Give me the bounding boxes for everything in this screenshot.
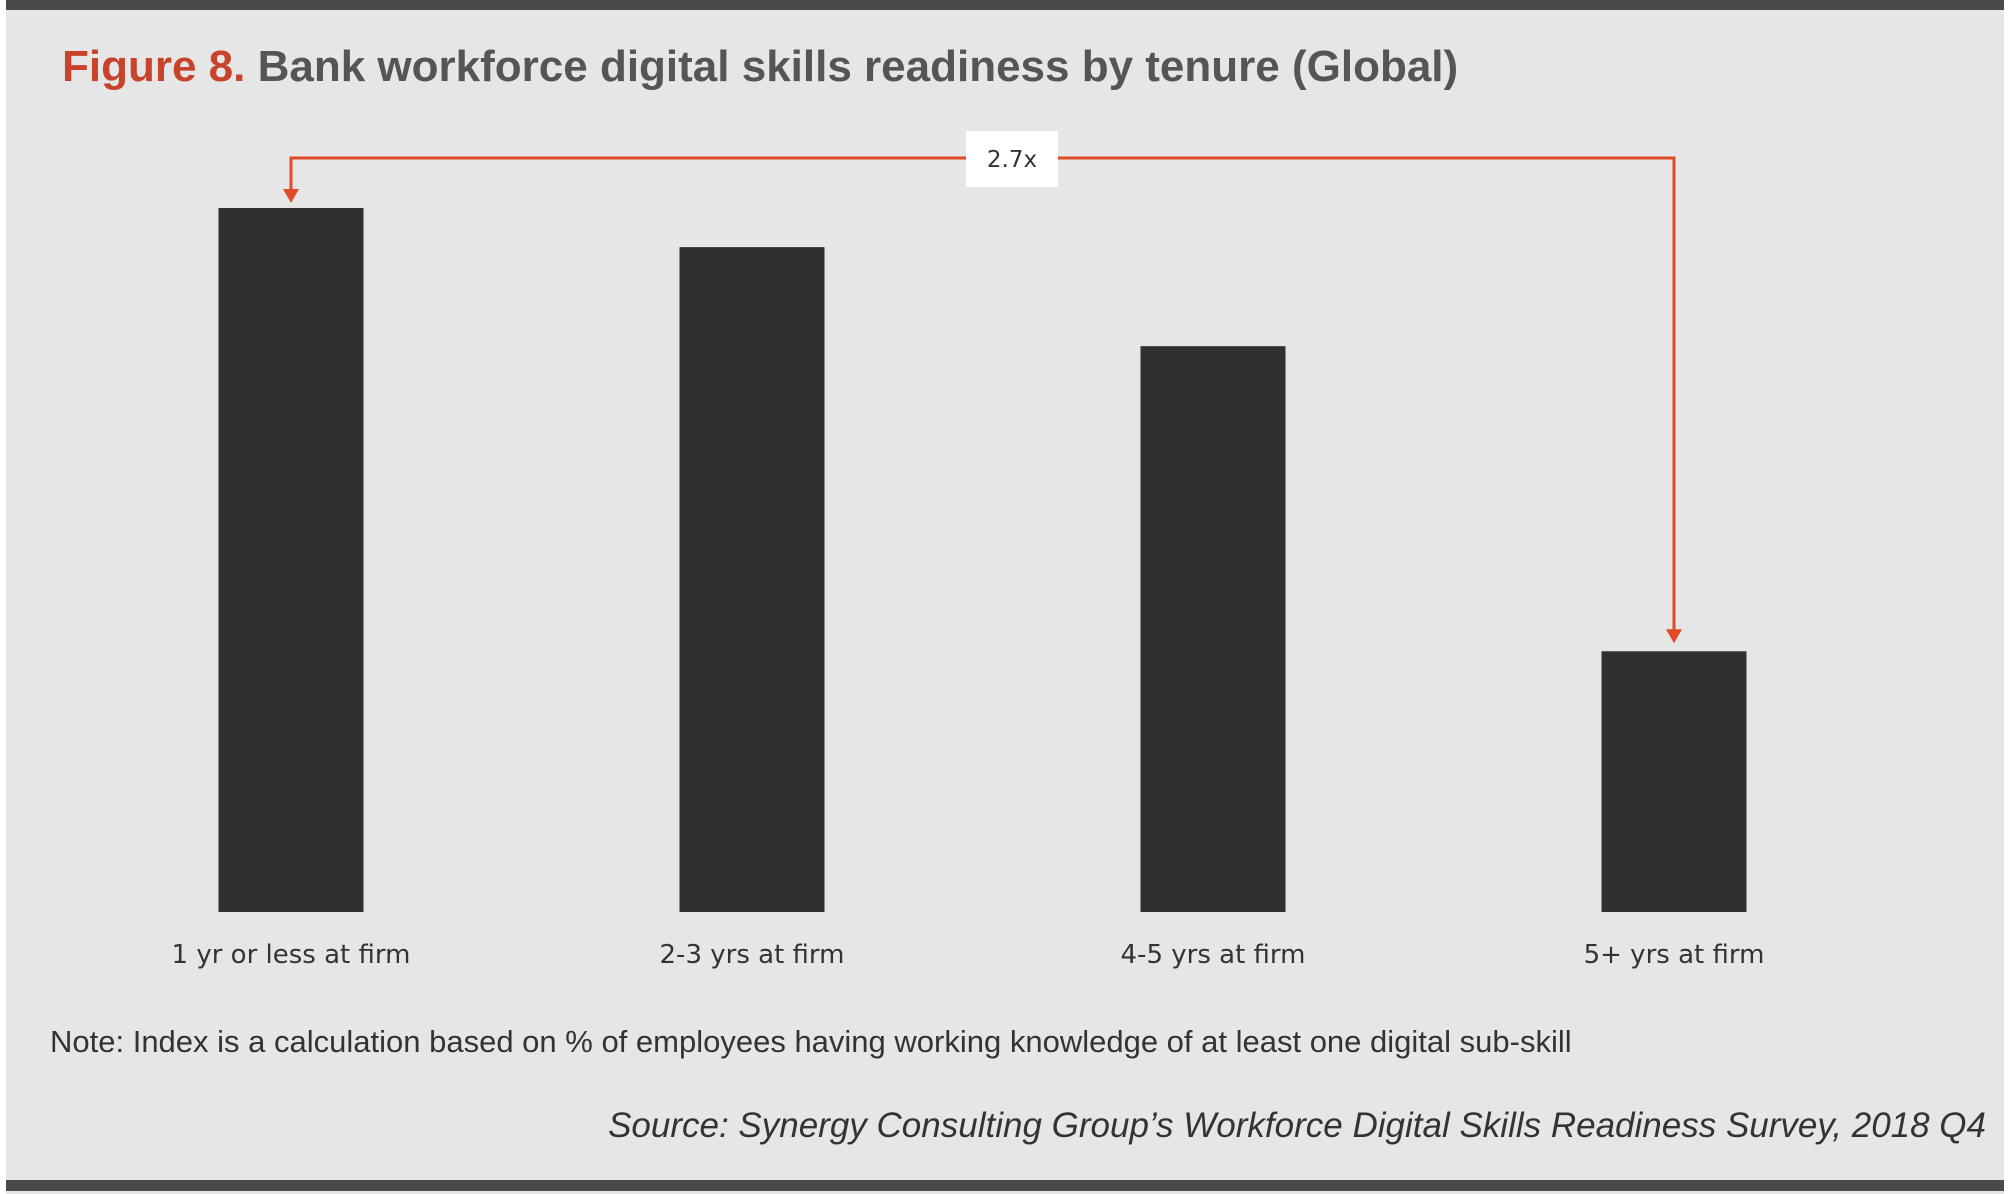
x-tick-label-3: 4-5 yrs at firm <box>1121 940 1306 970</box>
x-tick-label-4: 5+ yrs at firm <box>1584 940 1765 970</box>
top-rule <box>6 0 2004 10</box>
chart-source: Source: Synergy Consulting Group’s Workf… <box>608 1106 1986 1145</box>
figure-title-text: Bank workforce digital skills readiness … <box>257 42 1459 91</box>
x-tick-label-2: 2-3 yrs at firm <box>660 940 845 970</box>
annotation-bracket-line <box>289 156 1676 632</box>
x-axis-labels: 1 yr or less at firm 2-3 yrs at firm 4-5 y… <box>172 940 1765 970</box>
bar-1 <box>218 208 364 912</box>
x-tick-label-1: 1 yr or less at firm <box>172 940 411 970</box>
figure-title: Figure 8. Bank workforce digital skills … <box>62 42 1458 92</box>
figure-number: Figure 8. <box>62 42 246 91</box>
annotation-arrowhead-right <box>1666 629 1682 644</box>
bottom-rule <box>6 1180 2004 1191</box>
bars-group <box>218 208 1747 913</box>
annotation-label: 2.7x <box>987 147 1037 173</box>
bar-chart: 1 yr or less at firm 2-3 yrs at firm 4-5 y… <box>172 131 1765 970</box>
ratio-annotation: 2.7x <box>283 131 1682 644</box>
chart-note: Note: Index is a calculation based on % … <box>50 1024 1572 1059</box>
bar-4 <box>1601 651 1747 912</box>
figure-panel: Figure 8. Bank workforce digital skills … <box>6 0 2004 1194</box>
annotation-label-box <box>966 131 1058 187</box>
annotation-arrowhead-left <box>283 189 299 203</box>
bar-3 <box>1140 346 1286 912</box>
bar-2 <box>679 247 825 913</box>
